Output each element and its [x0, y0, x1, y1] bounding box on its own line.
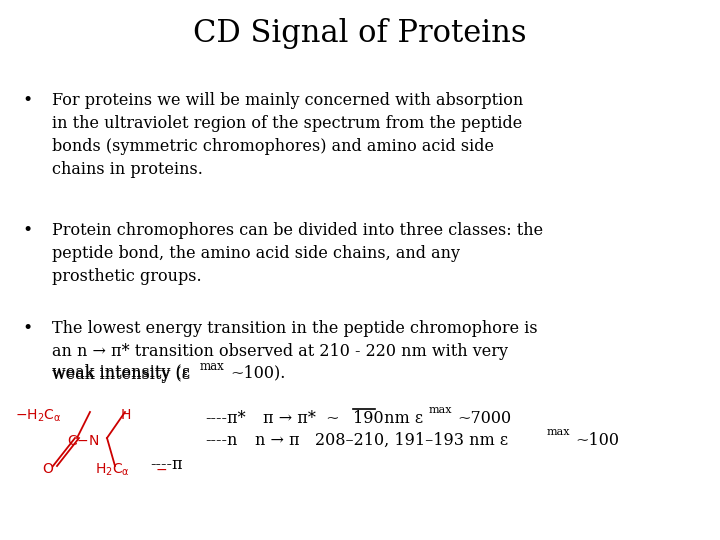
Text: max: max [429, 405, 452, 415]
Text: π → π*  ~: π → π* ~ [263, 410, 345, 427]
Text: •: • [22, 320, 32, 337]
Text: nm ε: nm ε [379, 410, 423, 427]
Text: ~7000: ~7000 [457, 410, 511, 427]
Text: $-$: $-$ [155, 462, 167, 476]
Text: •: • [22, 92, 32, 109]
Text: ----π: ----π [150, 456, 183, 473]
Text: weak intensity (ε: weak intensity (ε [52, 364, 190, 381]
Text: $\mathrm{H_2C_\alpha}$: $\mathrm{H_2C_\alpha}$ [95, 462, 130, 478]
Text: For proteins we will be mainly concerned with absorption
in the ultraviolet regi: For proteins we will be mainly concerned… [52, 92, 523, 178]
Text: $-\mathrm{H_2C_\alpha}$: $-\mathrm{H_2C_\alpha}$ [15, 408, 61, 424]
Text: max: max [200, 361, 225, 374]
Text: ~100: ~100 [575, 432, 619, 449]
Text: •: • [22, 222, 32, 239]
Text: $\mathrm{H}$: $\mathrm{H}$ [120, 408, 131, 422]
Text: max: max [547, 427, 570, 437]
Text: ----π*: ----π* [205, 410, 246, 427]
Text: 190: 190 [353, 410, 384, 427]
Text: ----n: ----n [205, 432, 238, 449]
Text: The lowest energy transition in the peptide chromophore is
an n → π* transition : The lowest energy transition in the pept… [52, 320, 538, 383]
Text: ~100).: ~100). [230, 364, 285, 381]
Text: Protein chromophores can be divided into three classes: the
peptide bond, the am: Protein chromophores can be divided into… [52, 222, 543, 285]
Text: n → π   208–210, 191–193 nm ε: n → π 208–210, 191–193 nm ε [255, 432, 508, 449]
Text: CD Signal of Proteins: CD Signal of Proteins [193, 18, 527, 49]
Text: $\mathrm{O}$: $\mathrm{O}$ [42, 462, 54, 476]
Text: $\mathrm{C{-}N}$: $\mathrm{C{-}N}$ [67, 434, 99, 448]
